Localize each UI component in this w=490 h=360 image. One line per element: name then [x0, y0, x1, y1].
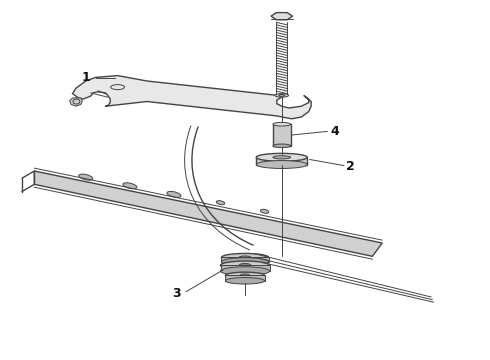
Ellipse shape	[221, 258, 269, 266]
Polygon shape	[73, 76, 311, 119]
Ellipse shape	[220, 267, 270, 275]
Ellipse shape	[273, 122, 291, 126]
Polygon shape	[221, 257, 269, 262]
Polygon shape	[256, 157, 307, 165]
Polygon shape	[225, 275, 265, 281]
Ellipse shape	[275, 94, 289, 97]
Ellipse shape	[216, 201, 225, 205]
Ellipse shape	[273, 144, 291, 148]
Ellipse shape	[221, 253, 269, 261]
Ellipse shape	[79, 174, 93, 180]
Polygon shape	[70, 98, 82, 106]
Ellipse shape	[256, 161, 307, 168]
Ellipse shape	[273, 156, 291, 159]
Ellipse shape	[225, 272, 265, 279]
Polygon shape	[220, 265, 270, 271]
Ellipse shape	[240, 274, 250, 277]
Ellipse shape	[260, 209, 269, 213]
Text: 3: 3	[172, 287, 181, 300]
Polygon shape	[34, 171, 382, 256]
Ellipse shape	[123, 183, 137, 189]
Polygon shape	[273, 124, 291, 146]
Ellipse shape	[220, 261, 270, 270]
Text: 2: 2	[346, 160, 355, 173]
Ellipse shape	[239, 256, 251, 259]
Ellipse shape	[225, 278, 265, 284]
Ellipse shape	[256, 153, 307, 161]
Text: 1: 1	[82, 71, 91, 84]
Text: 4: 4	[331, 125, 340, 138]
Polygon shape	[271, 13, 293, 20]
Ellipse shape	[167, 192, 181, 197]
Ellipse shape	[239, 264, 251, 267]
